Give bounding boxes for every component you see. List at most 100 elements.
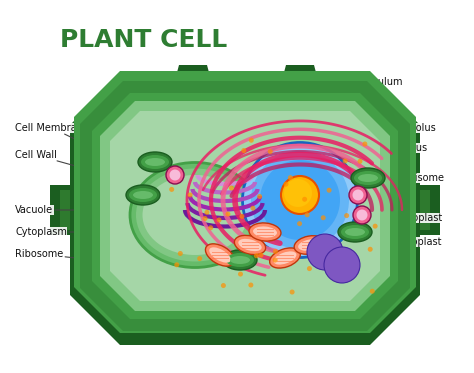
Ellipse shape [141, 155, 169, 169]
Ellipse shape [273, 251, 296, 264]
Ellipse shape [249, 223, 281, 241]
Polygon shape [282, 65, 318, 80]
Ellipse shape [345, 228, 365, 236]
Polygon shape [50, 185, 94, 235]
Ellipse shape [243, 142, 357, 257]
Ellipse shape [138, 152, 172, 172]
Text: Nucleus: Nucleus [332, 143, 427, 184]
Ellipse shape [239, 214, 245, 219]
Polygon shape [167, 320, 203, 345]
Ellipse shape [170, 169, 181, 181]
Ellipse shape [307, 234, 343, 270]
Ellipse shape [143, 175, 247, 255]
Ellipse shape [257, 194, 262, 199]
Ellipse shape [321, 215, 326, 220]
Polygon shape [283, 310, 327, 345]
Ellipse shape [338, 222, 372, 242]
Ellipse shape [337, 260, 347, 270]
Ellipse shape [307, 266, 312, 271]
Polygon shape [100, 101, 390, 311]
Text: Cell Wall: Cell Wall [15, 150, 105, 174]
Text: Golgi Apparatus: Golgi Apparatus [176, 77, 254, 137]
Ellipse shape [327, 188, 332, 193]
Polygon shape [406, 190, 430, 230]
Ellipse shape [343, 159, 347, 163]
Ellipse shape [169, 187, 174, 192]
Ellipse shape [230, 256, 250, 264]
Ellipse shape [136, 169, 254, 261]
Ellipse shape [370, 289, 375, 294]
Ellipse shape [166, 166, 184, 184]
Ellipse shape [205, 244, 235, 266]
Ellipse shape [204, 210, 210, 215]
Ellipse shape [273, 249, 278, 254]
Ellipse shape [356, 210, 367, 220]
Text: Ribosome: Ribosome [15, 249, 137, 265]
Polygon shape [175, 65, 211, 80]
Ellipse shape [174, 262, 179, 267]
Ellipse shape [145, 158, 165, 166]
Ellipse shape [320, 247, 330, 257]
Ellipse shape [273, 258, 278, 263]
Polygon shape [60, 190, 84, 230]
Ellipse shape [229, 185, 234, 191]
Ellipse shape [281, 176, 319, 214]
Ellipse shape [221, 283, 226, 288]
Text: Chloroplast: Chloroplast [368, 213, 443, 229]
Ellipse shape [283, 182, 289, 186]
Ellipse shape [305, 212, 310, 217]
Ellipse shape [178, 251, 183, 256]
Ellipse shape [298, 239, 322, 251]
Ellipse shape [238, 272, 243, 276]
Ellipse shape [217, 217, 221, 222]
Ellipse shape [288, 175, 293, 180]
Ellipse shape [241, 148, 246, 153]
Ellipse shape [248, 282, 254, 288]
Ellipse shape [254, 253, 259, 258]
Polygon shape [287, 320, 323, 345]
Polygon shape [74, 71, 416, 333]
Ellipse shape [358, 174, 378, 182]
Ellipse shape [357, 159, 363, 164]
Ellipse shape [270, 248, 301, 268]
Ellipse shape [354, 171, 382, 185]
Ellipse shape [284, 179, 312, 207]
Ellipse shape [129, 188, 157, 202]
Ellipse shape [133, 191, 153, 199]
Ellipse shape [226, 211, 230, 217]
Ellipse shape [208, 225, 213, 230]
Ellipse shape [362, 141, 367, 147]
Ellipse shape [268, 149, 273, 154]
Ellipse shape [223, 250, 257, 270]
Text: Cell Membrane: Cell Membrane [15, 123, 106, 154]
Text: Nucleolus: Nucleolus [318, 123, 436, 174]
Text: Peroxisome: Peroxisome [367, 173, 444, 204]
Ellipse shape [329, 252, 355, 278]
Ellipse shape [238, 239, 262, 251]
Ellipse shape [353, 189, 364, 201]
Ellipse shape [297, 221, 302, 226]
Ellipse shape [234, 235, 265, 255]
Polygon shape [92, 93, 398, 319]
Ellipse shape [250, 206, 255, 211]
Ellipse shape [344, 213, 349, 218]
Ellipse shape [260, 160, 340, 240]
Ellipse shape [258, 253, 264, 258]
Ellipse shape [130, 163, 260, 267]
Ellipse shape [294, 236, 326, 254]
Text: Mitochondria: Mitochondria [198, 260, 262, 330]
Ellipse shape [373, 224, 378, 229]
Polygon shape [110, 111, 380, 301]
Text: Cytoplasm: Cytoplasm [15, 227, 129, 237]
Ellipse shape [126, 185, 160, 205]
Text: Vacuole: Vacuole [15, 205, 129, 215]
Polygon shape [396, 185, 440, 235]
Ellipse shape [368, 247, 373, 252]
Ellipse shape [312, 239, 338, 265]
Ellipse shape [226, 253, 254, 267]
Text: PLANT CELL: PLANT CELL [60, 28, 227, 52]
Ellipse shape [188, 192, 192, 197]
Ellipse shape [324, 247, 360, 283]
Ellipse shape [202, 216, 208, 221]
Ellipse shape [249, 138, 254, 143]
